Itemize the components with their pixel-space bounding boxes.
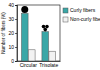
trilobal-icon <box>42 25 46 29</box>
y-tick-mark <box>15 61 17 62</box>
x-tick: Trisolate <box>39 61 58 68</box>
bars <box>21 13 55 61</box>
y-tick: 40 <box>8 2 17 8</box>
x-tick: Circular <box>20 61 38 68</box>
x-axis: CircularTrisolate <box>18 61 61 68</box>
trilobal-icon <box>43 28 47 32</box>
y-tick: 30 <box>8 16 17 22</box>
y-tick-mark <box>15 47 17 48</box>
legend: Curly fibers Non-curly fibers <box>63 7 100 22</box>
legend-entry: Non-curly fibers <box>63 16 100 22</box>
y-axis-title: Number of fibers (%) <box>1 12 6 54</box>
bar <box>28 50 35 61</box>
legend-swatch <box>63 8 68 13</box>
y-tick-label: 30 <box>8 16 14 22</box>
y-tick-label: 0 <box>11 58 14 64</box>
y-tick-mark <box>15 5 17 6</box>
y-tick: 20 <box>8 30 17 36</box>
chart: 0 10 20 30 40 CircularTrisolate Number of fibe… <box>0 0 100 70</box>
x-tick-label: Trisolate <box>39 62 58 68</box>
legend-swatch <box>63 17 68 22</box>
x-tick-label: Circular <box>20 62 38 68</box>
y-axis: 0 10 20 30 40 <box>8 2 17 64</box>
y-tick-label: 10 <box>8 44 14 50</box>
circle-icon <box>21 6 28 13</box>
y-axis-line <box>15 6 18 62</box>
legend-entry: Curly fibers <box>63 7 96 13</box>
bar <box>42 32 49 61</box>
plot-frame <box>17 5 60 61</box>
bar <box>49 51 56 61</box>
y-tick-mark <box>15 33 17 34</box>
bar <box>21 13 28 61</box>
icons <box>21 6 49 32</box>
y-tick: 10 <box>8 44 17 50</box>
legend-label: Curly fibers <box>70 7 96 13</box>
plot: 0 10 20 30 40 CircularTrisolate <box>8 2 60 67</box>
y-tick-label: 40 <box>8 2 14 8</box>
trilobal-icon <box>45 25 49 29</box>
y-tick: 0 <box>11 58 17 64</box>
legend-label: Non-curly fibers <box>70 16 100 22</box>
y-tick-mark <box>15 19 17 20</box>
y-tick-label: 20 <box>8 30 14 36</box>
